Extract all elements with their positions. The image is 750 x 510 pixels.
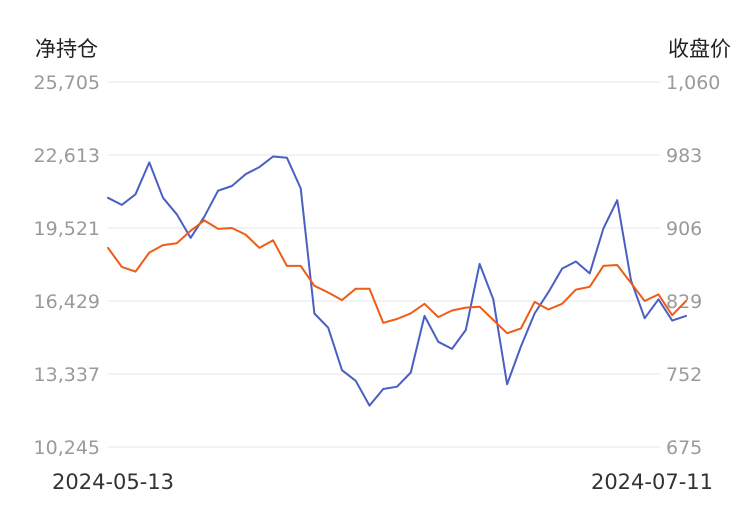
left-tick-label: 19,521 bbox=[34, 218, 100, 240]
gridlines bbox=[108, 81, 660, 448]
right-tick-label: 983 bbox=[666, 145, 702, 167]
left-tick-label: 22,613 bbox=[34, 145, 100, 167]
right-axis-title: 收盘价 bbox=[668, 37, 731, 61]
left-tick-label: 13,337 bbox=[34, 364, 100, 386]
x-tick-start: 2024-05-13 bbox=[52, 470, 174, 494]
series-line-net-position bbox=[107, 155, 687, 407]
left-tick-label: 10,245 bbox=[34, 437, 100, 459]
left-tick-label: 16,429 bbox=[34, 291, 100, 313]
series-lines bbox=[107, 155, 687, 407]
right-tick-label: 675 bbox=[666, 437, 702, 459]
left-axis-title: 净持仓 bbox=[35, 37, 98, 61]
right-tick-label: 1,060 bbox=[666, 72, 720, 94]
x-tick-end: 2024-07-11 bbox=[591, 470, 713, 494]
left-tick-label: 25,705 bbox=[34, 72, 100, 94]
series-line-close-price bbox=[107, 219, 687, 335]
right-tick-label: 906 bbox=[666, 218, 702, 240]
left-axis-ticks: 25,705 22,613 19,521 16,429 13,337 10,245 bbox=[34, 72, 100, 459]
right-tick-label: 752 bbox=[666, 364, 702, 386]
